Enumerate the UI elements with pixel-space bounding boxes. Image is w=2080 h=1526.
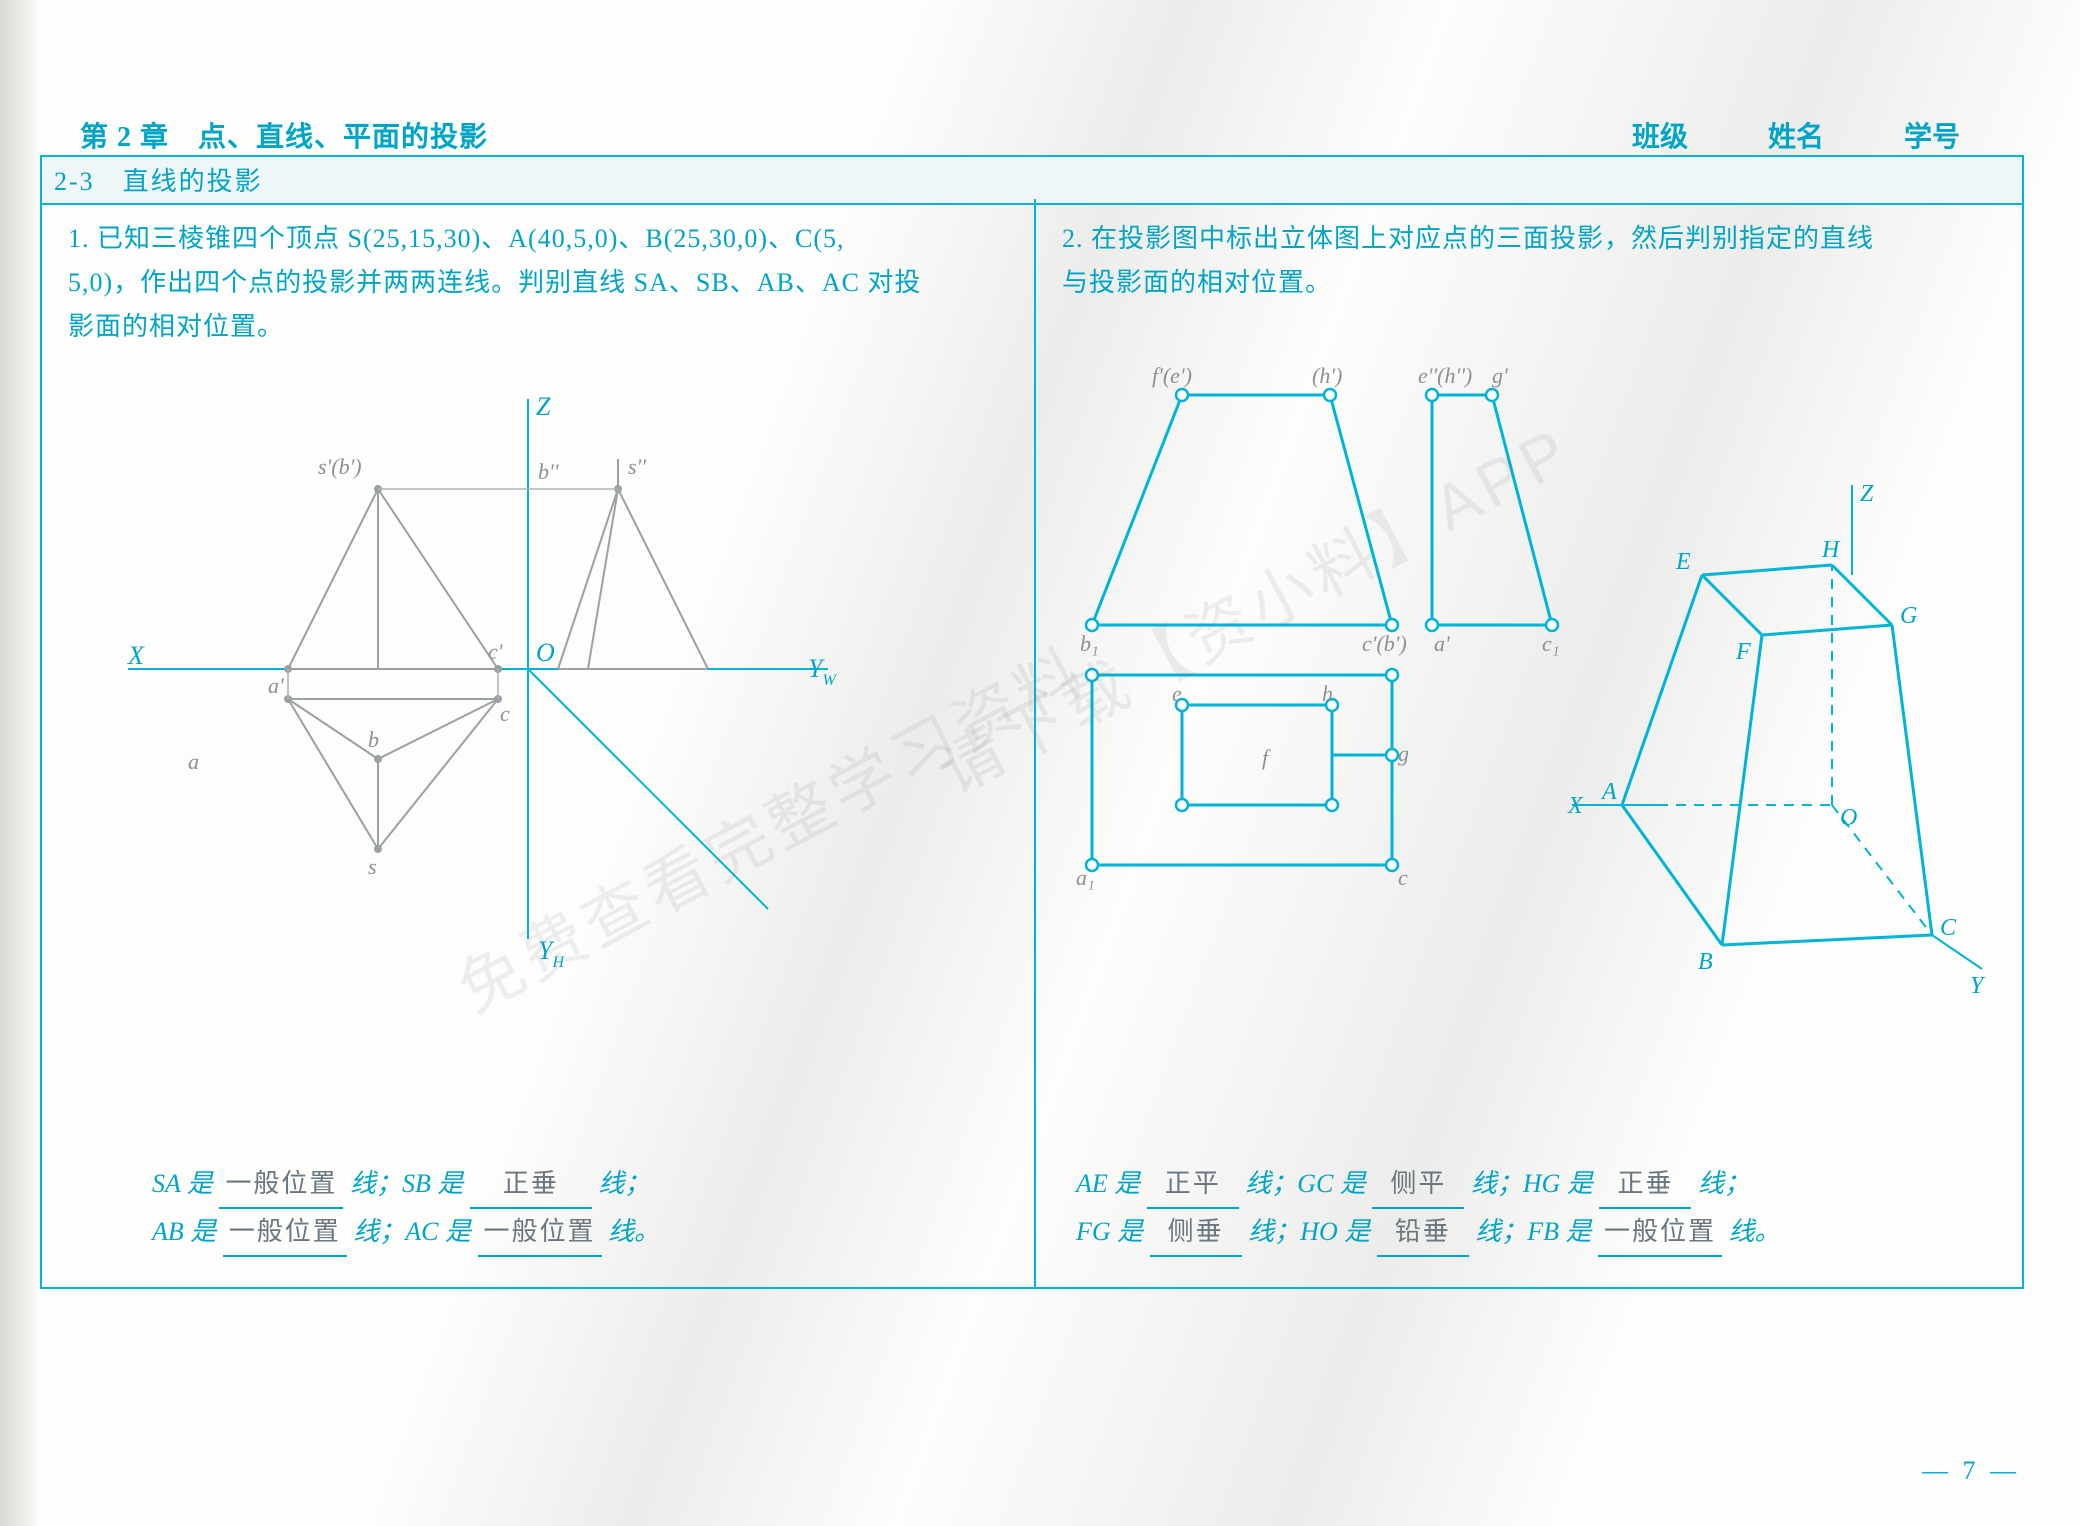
q2-svg: f'(e') (h') b₁ c'(b') e''(h'') bbox=[1062, 305, 2002, 1045]
lbl-a2: a' bbox=[268, 673, 284, 698]
lbl-s3: s'' bbox=[628, 454, 646, 479]
lbl-a1: a₁ bbox=[1076, 865, 1095, 890]
q1-a2a: AB 是 bbox=[152, 1217, 216, 1246]
q1-a1a: SA 是 bbox=[152, 1169, 213, 1198]
iso-A: A bbox=[1600, 779, 1617, 805]
q1-front-view bbox=[285, 486, 501, 672]
axis-Z: Z bbox=[536, 392, 551, 421]
lbl-e3h3: e''(h'') bbox=[1418, 363, 1472, 388]
column-left: 1. 已知三棱锥四个顶点 S(25,15,30)、A(40,5,0)、B(25,… bbox=[42, 199, 1036, 1287]
lbl-c: c bbox=[500, 701, 510, 726]
q1-text: 1. 已知三棱锥四个顶点 S(25,15,30)、A(40,5,0)、B(25,… bbox=[68, 217, 1008, 349]
q2-fill-fg: 侧垂 bbox=[1150, 1209, 1242, 1257]
iso-X: X bbox=[1567, 793, 1584, 819]
q2-text: 2. 在投影图中标出立体图上对应点的三面投影，然后判别指定的直线 与投影面的相对… bbox=[1062, 217, 2002, 305]
iso-O: O bbox=[1840, 805, 1857, 831]
q2-diagrams: f'(e') (h') b₁ c'(b') e''(h'') bbox=[1062, 305, 2002, 1045]
lbl-b3: b'' bbox=[538, 459, 559, 484]
q2-a1a: AE 是 bbox=[1076, 1169, 1140, 1198]
content-frame: 2-3 直线的投影 1. 已知三棱锥四个顶点 S(25,15,30)、A(40,… bbox=[40, 155, 2024, 1289]
page-header: 第 2 章 点、直线、平面的投影 班级 姓名 学号 bbox=[80, 115, 2000, 155]
columns: 1. 已知三棱锥四个顶点 S(25,15,30)、A(40,5,0)、B(25,… bbox=[42, 199, 2022, 1287]
q1-a1b: 线；SB 是 bbox=[350, 1169, 463, 1198]
q2-line1: 2. 在投影图中标出立体图上对应点的三面投影，然后判别指定的直线 bbox=[1062, 224, 1874, 253]
lbl-b1: b₁ bbox=[1080, 631, 1099, 656]
lbl-a2: a' bbox=[1434, 631, 1450, 656]
lbl-f: f bbox=[1262, 745, 1271, 770]
q2-fill-fb: 一般位置 bbox=[1598, 1209, 1722, 1257]
q2-answers: AE 是 正平 线；GC 是 侧平 线；HG 是 正垂 线； FG 是 侧垂 线… bbox=[1076, 1161, 1781, 1257]
q2-a2a: FG 是 bbox=[1076, 1217, 1143, 1246]
q1-top-view bbox=[285, 696, 501, 852]
iso-C: C bbox=[1940, 915, 1957, 941]
q2-fill-hg: 正垂 bbox=[1599, 1161, 1691, 1209]
q1-a2b: 线；AC 是 bbox=[353, 1217, 471, 1246]
q1-answers: SA 是 一般位置 线；SB 是 正垂 线； AB 是 一般位置 线；AC 是 … bbox=[152, 1161, 660, 1257]
lbl-c2b2: c'(b') bbox=[1362, 631, 1407, 656]
iso-E: E bbox=[1675, 549, 1691, 575]
lbl-c2: c' bbox=[488, 639, 503, 664]
q2-front-view bbox=[1086, 389, 1398, 631]
q1-svg: X Z YW YH O bbox=[68, 359, 1008, 1019]
lbl-h2: (h') bbox=[1312, 363, 1342, 388]
q2-a1c: 线；HG 是 bbox=[1471, 1169, 1593, 1198]
lbl-c: c bbox=[1398, 865, 1408, 890]
axis-O: O bbox=[536, 638, 555, 667]
lbl-g: g bbox=[1398, 741, 1409, 766]
q2-line2: 与投影面的相对位置。 bbox=[1062, 268, 1332, 297]
page-number: — 7 — bbox=[1922, 1456, 2020, 1486]
q2-fill-gc: 侧平 bbox=[1372, 1161, 1464, 1209]
lbl-c1: c₁ bbox=[1542, 631, 1559, 656]
page: 第 2 章 点、直线、平面的投影 班级 姓名 学号 2-3 直线的投影 1. 已… bbox=[0, 0, 2080, 1526]
q2-a2d: 线。 bbox=[1729, 1217, 1781, 1246]
q2-fill-ho: 铅垂 bbox=[1377, 1209, 1469, 1257]
q1-line2: 5,0)，作出四个点的投影并两两连线。判别直线 SA、SB、AB、AC 对投 bbox=[68, 268, 921, 297]
q1-line3: 影面的相对位置。 bbox=[68, 312, 284, 341]
lbl-h: h bbox=[1322, 681, 1333, 706]
column-right: 2. 在投影图中标出立体图上对应点的三面投影，然后判别指定的直线 与投影面的相对… bbox=[1036, 199, 2028, 1287]
q2-fill-ae: 正平 bbox=[1147, 1161, 1239, 1209]
q2-isometric: X Z Y bbox=[1567, 481, 1986, 999]
axis-Yw: YW bbox=[808, 654, 837, 689]
iso-F: F bbox=[1735, 639, 1751, 665]
q2-side-view bbox=[1426, 389, 1558, 631]
q1-line1: 1. 已知三棱锥四个顶点 S(25,15,30)、A(40,5,0)、B(25,… bbox=[68, 224, 845, 253]
iso-Y: Y bbox=[1970, 973, 1986, 999]
lbl-a: a bbox=[188, 749, 199, 774]
header-fields: 班级 姓名 学号 bbox=[1632, 115, 2000, 155]
q1-fill-sb: 正垂 bbox=[470, 1161, 592, 1209]
name-label: 姓名 bbox=[1768, 115, 1824, 155]
lbl-g2: g' bbox=[1492, 363, 1508, 388]
iso-H: H bbox=[1821, 537, 1841, 563]
q1-fill-ab: 一般位置 bbox=[223, 1209, 347, 1257]
class-label: 班级 bbox=[1632, 115, 1688, 155]
q1-a2c: 线。 bbox=[608, 1217, 660, 1246]
q1-diagram: X Z YW YH O bbox=[68, 359, 1008, 1019]
iso-B: B bbox=[1698, 949, 1713, 975]
q1-a1c: 线； bbox=[598, 1169, 650, 1198]
q2-a2c: 线；FB 是 bbox=[1475, 1217, 1591, 1246]
q1-side-view bbox=[558, 459, 708, 669]
book-spine bbox=[0, 0, 36, 1526]
iso-Z: Z bbox=[1860, 481, 1874, 507]
id-label: 学号 bbox=[1904, 115, 1960, 155]
lbl-f2e2: f'(e') bbox=[1152, 363, 1192, 388]
q2-top-view bbox=[1086, 669, 1398, 871]
q1-projectors bbox=[288, 489, 618, 699]
lbl-s2b2: s'(b') bbox=[318, 454, 362, 479]
q1-fill-ac: 一般位置 bbox=[478, 1209, 602, 1257]
lbl-b: b bbox=[368, 727, 379, 752]
axis-Yh: YH bbox=[538, 936, 565, 971]
chapter-title: 第 2 章 点、直线、平面的投影 bbox=[80, 115, 488, 155]
iso-G: G bbox=[1900, 603, 1917, 629]
q1-fill-sa: 一般位置 bbox=[219, 1161, 343, 1209]
q2-a2b: 线；HO 是 bbox=[1248, 1217, 1370, 1246]
q2-a1d: 线； bbox=[1698, 1169, 1750, 1198]
section-title: 2-3 直线的投影 bbox=[42, 157, 2022, 205]
lbl-s: s bbox=[368, 854, 377, 879]
lbl-e: e bbox=[1172, 681, 1182, 706]
q2-a1b: 线；GC 是 bbox=[1245, 1169, 1366, 1198]
axis-X: X bbox=[127, 641, 145, 670]
